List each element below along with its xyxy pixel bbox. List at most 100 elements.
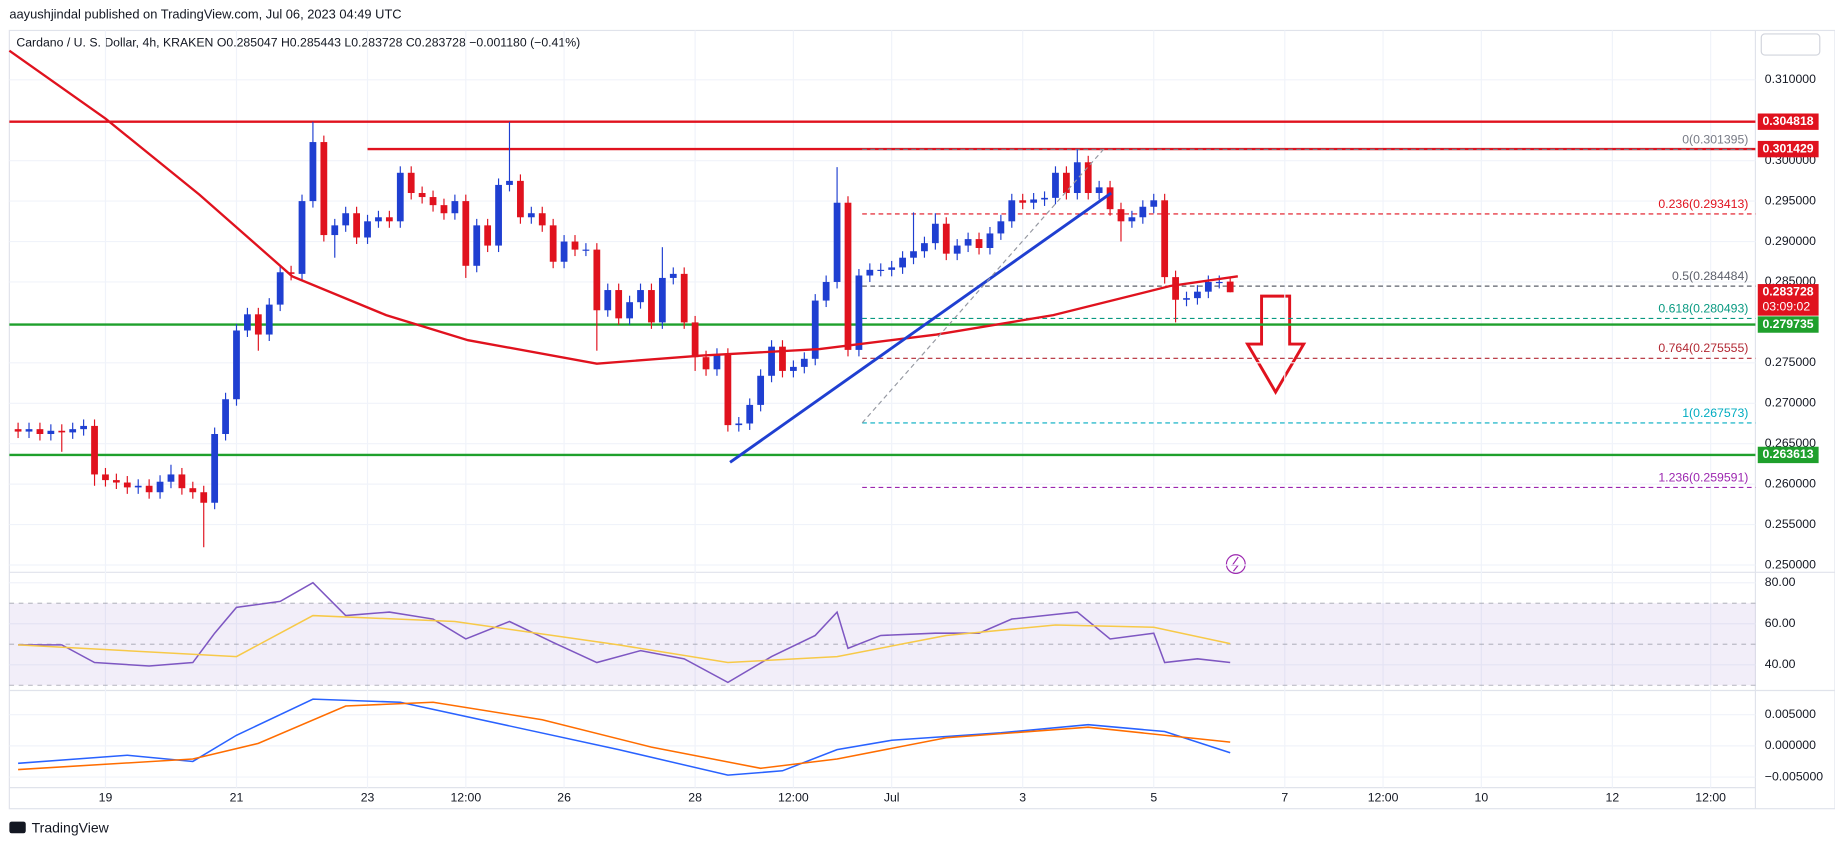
candle-body <box>1226 281 1234 293</box>
x-tick-label: 3 <box>1019 790 1026 804</box>
candle-body <box>702 357 710 370</box>
change: −0.001180 (−0.41%) <box>469 36 580 50</box>
candle-body <box>1204 281 1212 292</box>
publisher: aayushjindal published on TradingView.co… <box>9 7 401 22</box>
candle-body <box>1117 209 1125 222</box>
candle-body <box>112 480 120 483</box>
candle-body <box>626 302 633 319</box>
indicator-line <box>18 701 1231 771</box>
y-tick-label: 0.005000 <box>1765 707 1816 721</box>
candle-body <box>953 245 961 254</box>
level-price-box <box>1757 140 1819 158</box>
down-arrow <box>1244 294 1307 395</box>
y-tick-label: 80.00 <box>1765 575 1796 589</box>
candle-body <box>91 425 98 475</box>
y-tick-label: −0.005000 <box>1765 769 1824 783</box>
candle-body <box>669 273 677 278</box>
candle-body <box>156 481 164 493</box>
candle-body <box>582 249 590 251</box>
candle-body <box>680 273 688 323</box>
candle-body <box>58 430 66 433</box>
candle-body <box>1161 200 1169 278</box>
y-tick-label: 0.250000 <box>1765 557 1816 571</box>
ohlc: C0.283728 <box>406 36 466 50</box>
trend-line <box>729 191 1113 464</box>
candle-body <box>69 429 77 433</box>
y-tick-label: 0.265000 <box>1765 436 1816 450</box>
candle-body <box>1194 291 1201 299</box>
fib-label: 0.618(0.280493) <box>1658 301 1748 315</box>
y-tick-label: 0.310000 <box>1765 72 1816 86</box>
candle-body <box>353 213 360 238</box>
level-price-label: 0.301429 <box>1762 141 1813 155</box>
candle-body <box>942 223 950 254</box>
candle-body <box>779 346 786 371</box>
candle-body <box>1019 200 1027 203</box>
x-tick-label: 7 <box>1281 790 1288 804</box>
y-tick-label: 0.270000 <box>1765 396 1816 410</box>
candle-body <box>527 213 535 218</box>
candle-body <box>877 269 885 272</box>
symbol: Cardano / U. S. Dollar, 4h, KRAKEN <box>16 36 213 50</box>
candle-body <box>178 474 186 489</box>
footer: TradingView <box>32 819 110 835</box>
candle-body <box>615 290 623 319</box>
candle-body <box>1150 200 1158 207</box>
candle-body <box>1215 281 1223 284</box>
fib-label: 0.236(0.293413) <box>1658 197 1748 211</box>
candle-body <box>298 201 306 274</box>
last-price-label: 0.283728 <box>1762 285 1813 299</box>
candle-body <box>222 399 229 435</box>
candle-body <box>560 241 568 262</box>
trend-line <box>861 148 1104 424</box>
level-price-box <box>1757 113 1819 130</box>
candle-body <box>800 358 808 367</box>
candle-body <box>331 225 339 236</box>
candle-body <box>1041 197 1048 200</box>
ohlc: H0.285443 <box>281 36 341 50</box>
x-tick-label: 5 <box>1150 790 1157 804</box>
candle-body <box>407 172 415 194</box>
candle-body <box>855 275 863 350</box>
y-tick-label: 0.275000 <box>1765 355 1816 369</box>
candle-body <box>986 233 994 249</box>
level-price-label: 0.279735 <box>1762 317 1813 331</box>
candle-body <box>25 429 33 432</box>
candle-body <box>80 425 88 430</box>
candle-body <box>1084 162 1092 194</box>
candle-body <box>462 201 470 266</box>
candle-body <box>637 290 644 303</box>
candle-body <box>997 221 1005 234</box>
y-tick-label: 0.255000 <box>1765 517 1816 531</box>
candle-body <box>833 202 841 282</box>
x-tick-label: 21 <box>230 790 244 804</box>
candle-body <box>549 225 557 262</box>
candle-body <box>571 241 579 250</box>
candle-body <box>975 239 983 249</box>
candle-body <box>811 300 819 359</box>
y-tick-label: 40.00 <box>1765 657 1796 671</box>
candle-body <box>254 314 262 335</box>
candle-body <box>1008 200 1016 222</box>
candle-body <box>320 142 328 236</box>
candle-body <box>1106 187 1114 210</box>
axis-button[interactable] <box>1760 33 1821 56</box>
fib-label: 0.764(0.275555) <box>1658 341 1748 355</box>
frame <box>8 29 1835 810</box>
candle-body <box>14 429 22 432</box>
fib-label: 1.236(0.259591) <box>1658 470 1748 484</box>
indicator-line <box>18 698 1231 776</box>
x-tick-label: Jul <box>884 790 900 804</box>
candle-body <box>1139 206 1147 218</box>
y-tick-label: 0.000000 <box>1765 738 1816 752</box>
candle-body <box>418 193 426 198</box>
candle-body <box>385 217 393 222</box>
event-icon[interactable] <box>1225 554 1246 575</box>
candle-body <box>648 290 655 323</box>
candle-body <box>790 366 797 371</box>
candle-body <box>123 482 131 488</box>
fib-label: 0.5(0.284484) <box>1672 269 1748 283</box>
countdown: 03:09:02 <box>1762 300 1810 314</box>
candle-body <box>233 330 240 400</box>
